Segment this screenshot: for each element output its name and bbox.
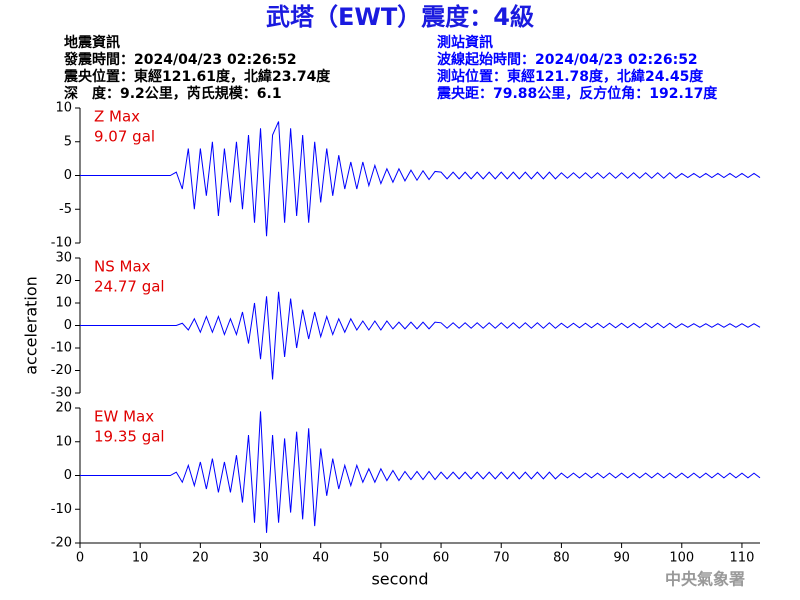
waveform: [80, 291, 761, 380]
station-info: 波線起始時間：2024/04/23 02:26:52: [437, 51, 698, 68]
chart-title: 武塔（EWT）震度：4級: [266, 3, 534, 31]
x-tick-label: 50: [373, 551, 390, 566]
x-tick-label: 30: [252, 551, 269, 566]
annotation: Z Max: [94, 108, 140, 126]
x-tick-label: 100: [669, 551, 694, 566]
x-tick-label: 110: [730, 551, 755, 566]
waveform: [80, 121, 761, 237]
y-tick-label: 0: [64, 168, 72, 183]
x-tick-label: 10: [132, 551, 149, 566]
y-axis-label: acceleration: [22, 276, 41, 375]
y-tick-label: -5: [59, 202, 72, 217]
y-tick-label: -20: [51, 363, 72, 378]
x-tick-label: 60: [433, 551, 450, 566]
y-tick-label: 10: [55, 434, 72, 449]
annotation: NS Max: [94, 258, 151, 276]
annotation: 24.77 gal: [94, 278, 165, 296]
x-tick-label: 90: [613, 551, 630, 566]
y-tick-label: -10: [51, 502, 72, 517]
annotation: EW Max: [94, 408, 154, 426]
y-tick-label: 0: [64, 318, 72, 333]
y-tick-label: 5: [64, 134, 72, 149]
y-tick-label: -10: [51, 236, 72, 251]
x-tick-label: 20: [192, 551, 209, 566]
annotation: 19.35 gal: [94, 428, 165, 446]
x-tick-label: 40: [312, 551, 329, 566]
y-tick-label: -30: [51, 386, 72, 401]
event-info: 發震時間：2024/04/23 02:26:52: [63, 51, 297, 68]
station-info: 測站位置：東經121.78度，北緯24.45度: [437, 68, 704, 85]
y-tick-label: 10: [55, 101, 72, 116]
annotation: 9.07 gal: [94, 128, 155, 146]
x-tick-label: 0: [76, 551, 84, 566]
y-tick-label: 10: [55, 296, 72, 311]
y-tick-label: 20: [55, 401, 72, 416]
event-info: 深 度：9.2公里，芮氏規模：6.1: [64, 85, 282, 102]
footer: 中央氣象署: [665, 570, 745, 589]
x-tick-label: 70: [493, 551, 510, 566]
x-axis-label: second: [371, 570, 428, 589]
event-info: 震央位置：東經121.61度，北緯23.74度: [63, 68, 331, 85]
station-info: 測站資訊: [437, 34, 493, 51]
event-info: 地震資訊: [64, 34, 120, 51]
y-tick-label: 0: [64, 468, 72, 483]
y-tick-label: -10: [51, 341, 72, 356]
y-tick-label: 20: [55, 273, 72, 288]
x-tick-label: 80: [553, 551, 570, 566]
y-tick-label: -20: [51, 536, 72, 551]
station-info: 震央距：79.88公里，反方位角：192.17度: [436, 85, 718, 102]
waveform: [80, 411, 761, 533]
y-tick-label: 30: [55, 251, 72, 266]
